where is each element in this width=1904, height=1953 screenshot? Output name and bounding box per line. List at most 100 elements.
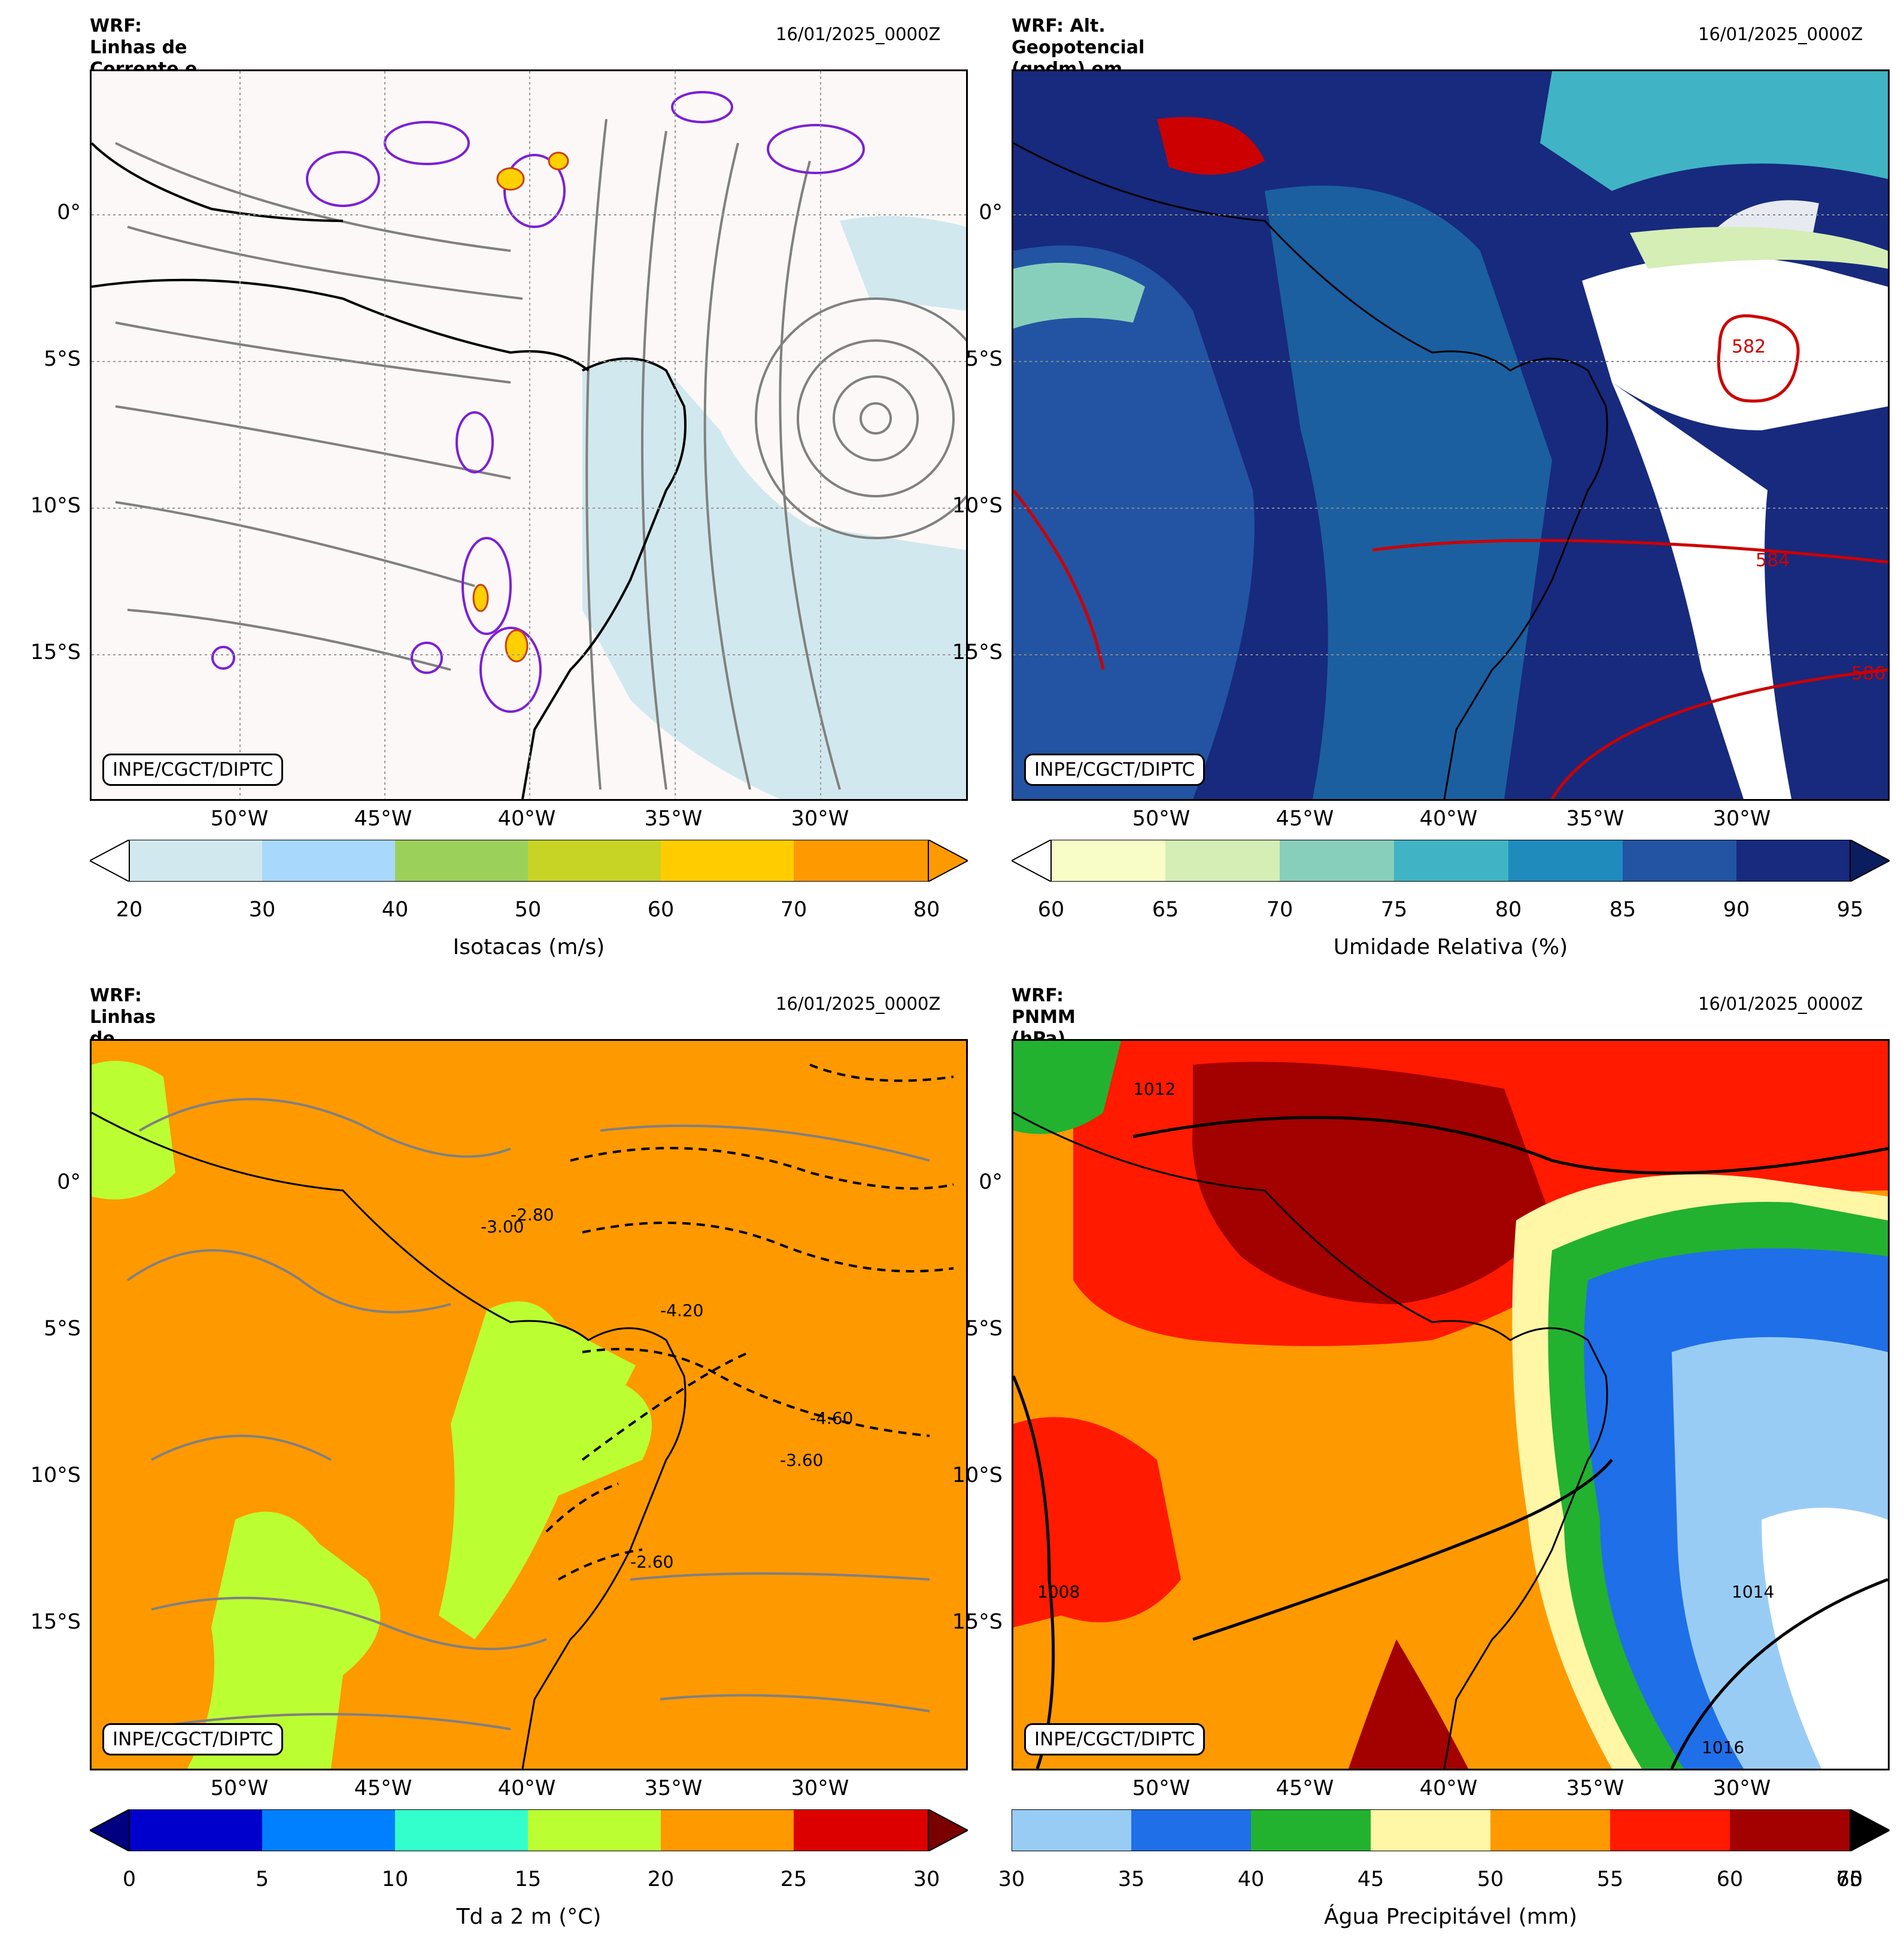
panel1-tick-40: 40 bbox=[381, 898, 409, 922]
panel3-map: -2.80 -3.00 -2.60 -4.60 -4.20 -3.60 INPE… bbox=[90, 1039, 968, 1770]
panel2-colorbar-graphic bbox=[1010, 839, 1891, 883]
panel1-colorbar bbox=[88, 839, 970, 884]
panel2-tick-80: 80 bbox=[1495, 898, 1522, 922]
panel4-lon-label: 35°W bbox=[1566, 1776, 1624, 1800]
panel2-contour-586: 586 bbox=[1851, 663, 1885, 684]
panel3-lat-label: 5°S bbox=[44, 1317, 81, 1341]
panel1-tick-70: 70 bbox=[780, 898, 807, 922]
panel4-map-graphic: 1012 1014 1016 1008 bbox=[1013, 1041, 1888, 1769]
panel4-lat-label: 0° bbox=[979, 1170, 1003, 1194]
panel1-lon-label: 45°W bbox=[354, 807, 412, 831]
panel2-colorbar bbox=[1010, 839, 1891, 884]
panel2-lon-label: 45°W bbox=[1276, 807, 1334, 831]
panel1-lon-label: 35°W bbox=[644, 807, 703, 831]
panel2-lon-label: 50°W bbox=[1132, 807, 1191, 831]
panel2-credit: INPE/CGCT/DIPTC bbox=[1024, 754, 1205, 786]
panel3-lifted-label-6: -3.60 bbox=[780, 1450, 823, 1470]
panel3-lifted-label-1: -2.80 bbox=[511, 1205, 554, 1225]
panel4-lon-label: 40°W bbox=[1419, 1776, 1478, 1800]
panel2-map: 582 584 586 INPE/CGCT/DIPTC bbox=[1012, 69, 1890, 801]
panel1-lat-label: 5°S bbox=[44, 347, 81, 371]
panel4-lat-label: 10°S bbox=[952, 1463, 1003, 1487]
panel3-lon-label: 40°W bbox=[497, 1776, 556, 1800]
panel4-colorbar-graphic bbox=[1011, 1808, 1891, 1852]
panel1-lon-label: 40°W bbox=[497, 807, 556, 831]
panel1-tick-30: 30 bbox=[248, 898, 276, 922]
panel3-tick-15: 15 bbox=[514, 1867, 542, 1891]
panel4-contour-1012: 1012 bbox=[1133, 1079, 1176, 1099]
panel4-lat-label: 15°S bbox=[952, 1610, 1003, 1634]
panel2-tick-85: 85 bbox=[1609, 898, 1636, 922]
panel2-lon-label: 35°W bbox=[1566, 807, 1624, 831]
panel2-lon-label: 40°W bbox=[1419, 807, 1478, 831]
panel4-tick-65: 65 bbox=[1836, 1867, 1863, 1891]
panel1-map: INPE/CGCT/DIPTC bbox=[90, 69, 968, 801]
panel3-lat-label: 0° bbox=[57, 1170, 81, 1194]
panel4-colorbar-label: Água Precipitável (mm) bbox=[1324, 1905, 1577, 1929]
panel1-tick-80: 80 bbox=[913, 898, 940, 922]
panel1-tick-50: 50 bbox=[514, 898, 542, 922]
panel4-tick-50: 50 bbox=[1477, 1867, 1504, 1891]
panel2-lat-label: 15°S bbox=[952, 640, 1003, 664]
panel1-lon-label: 50°W bbox=[210, 807, 269, 831]
panel1-tick-60: 60 bbox=[647, 898, 675, 922]
panel3-lat-label: 15°S bbox=[30, 1610, 81, 1634]
panel3-tick-10: 10 bbox=[381, 1867, 409, 1891]
panel3-colorbar-label: Td a 2 m (°C) bbox=[456, 1905, 602, 1929]
panel4-tick-30: 30 bbox=[998, 1867, 1025, 1891]
panel1-colorbar-graphic bbox=[88, 839, 970, 883]
panel4-lat-label: 5°S bbox=[965, 1317, 1003, 1341]
panel4-contour-1016: 1016 bbox=[1702, 1738, 1744, 1757]
panel2-date: 16/01/2025_0000Z bbox=[1698, 24, 1863, 44]
panel2-lon-label: 30°W bbox=[1712, 807, 1771, 831]
panel2-tick-75: 75 bbox=[1380, 898, 1408, 922]
panel3-map-graphic: -2.80 -3.00 -2.60 -4.60 -4.20 -3.60 bbox=[92, 1041, 966, 1769]
panel2-contour-582: 582 bbox=[1732, 336, 1766, 357]
panel3-tick-20: 20 bbox=[647, 1867, 675, 1891]
panel2-map-graphic: 582 584 586 bbox=[1013, 71, 1888, 799]
panel2-tick-60: 60 bbox=[1037, 898, 1065, 922]
panel3-tick-30: 30 bbox=[913, 1867, 940, 1891]
panel2-contour-584: 584 bbox=[1756, 550, 1790, 571]
panel4-contour-1008: 1008 bbox=[1037, 1582, 1080, 1602]
panel4-tick-35: 35 bbox=[1118, 1867, 1145, 1891]
panel3-lat-label: 10°S bbox=[30, 1463, 81, 1487]
panel3-lifted-label-2: -3.00 bbox=[481, 1217, 524, 1237]
panel3-colorbar bbox=[88, 1808, 970, 1854]
panel4-lon-label: 45°W bbox=[1276, 1776, 1334, 1800]
panel3-credit: INPE/CGCT/DIPTC bbox=[102, 1723, 284, 1755]
panel1-date: 16/01/2025_0000Z bbox=[776, 24, 941, 44]
panel4-date: 16/01/2025_0000Z bbox=[1698, 994, 1863, 1014]
panel3-lifted-label-3: -2.60 bbox=[630, 1552, 673, 1572]
panel1-lon-label: 30°W bbox=[791, 807, 849, 831]
panel4-tick-45: 45 bbox=[1357, 1867, 1384, 1891]
panel3-tick-0: 0 bbox=[122, 1867, 136, 1891]
panel3-lon-label: 45°W bbox=[354, 1776, 412, 1800]
panel4-colorbar bbox=[1011, 1808, 1891, 1854]
panel4-contour-1014: 1014 bbox=[1732, 1582, 1774, 1602]
panel3-lon-label: 35°W bbox=[644, 1776, 703, 1800]
panel3-lon-label: 50°W bbox=[210, 1776, 269, 1800]
panel2-tick-65: 65 bbox=[1152, 898, 1179, 922]
panel1-lat-label: 0° bbox=[57, 201, 81, 224]
panel2-tick-70: 70 bbox=[1266, 898, 1293, 922]
panel3-lifted-label-5: -4.20 bbox=[660, 1301, 703, 1320]
panel1-map-graphic bbox=[92, 71, 966, 799]
panel3-lifted-label-4: -4.60 bbox=[810, 1408, 853, 1428]
panel4-credit: INPE/CGCT/DIPTC bbox=[1024, 1723, 1205, 1755]
panel3-lon-label: 30°W bbox=[791, 1776, 849, 1800]
panel2-lat-label: 5°S bbox=[965, 347, 1003, 371]
panel1-credit: INPE/CGCT/DIPTC bbox=[102, 754, 284, 786]
panel4-map: 1012 1014 1016 1008 INPE/CGCT/DIPTC bbox=[1012, 1039, 1890, 1770]
panel1-tick-20: 20 bbox=[116, 898, 143, 922]
panel4-tick-55: 55 bbox=[1596, 1867, 1624, 1891]
panel3-colorbar-graphic bbox=[88, 1808, 970, 1852]
panel2-tick-90: 90 bbox=[1723, 898, 1750, 922]
panel2-lat-label: 0° bbox=[979, 201, 1003, 224]
panel1-lat-label: 10°S bbox=[30, 494, 81, 518]
panel3-date: 16/01/2025_0000Z bbox=[776, 994, 941, 1014]
panel4-tick-40: 40 bbox=[1237, 1867, 1265, 1891]
panel3-tick-25: 25 bbox=[780, 1867, 807, 1891]
panel2-colorbar-label: Umidade Relativa (%) bbox=[1333, 935, 1568, 959]
panel4-lon-label: 50°W bbox=[1132, 1776, 1191, 1800]
